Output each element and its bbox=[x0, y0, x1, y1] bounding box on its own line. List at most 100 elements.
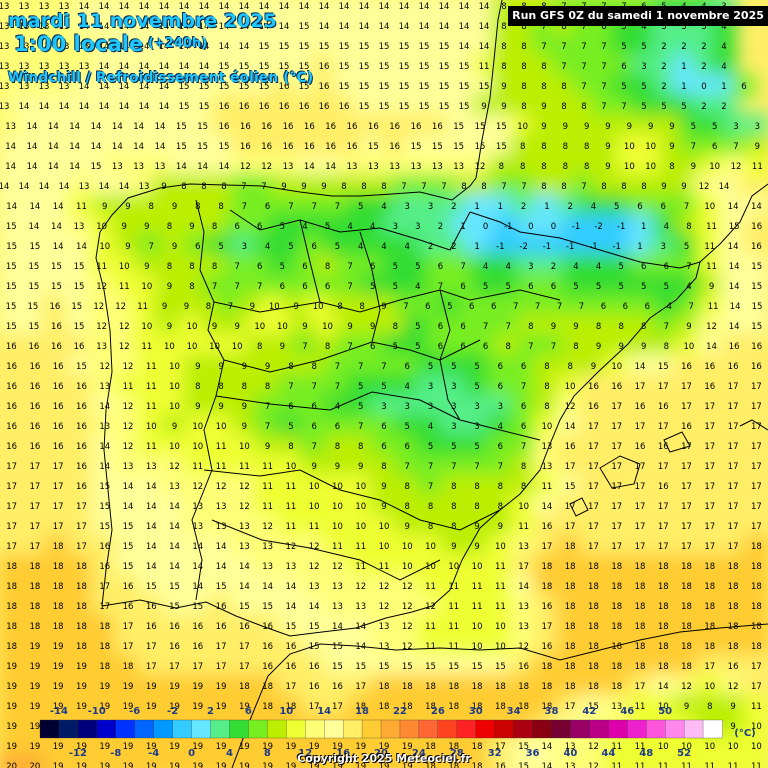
grid-value: 7 bbox=[335, 362, 340, 372]
grid-value: 1 bbox=[474, 202, 479, 212]
grid-value: 18 bbox=[681, 642, 692, 652]
legend-swatch bbox=[267, 719, 287, 739]
grid-value: 14 bbox=[53, 202, 64, 212]
grid-value: 11 bbox=[146, 362, 157, 372]
grid-value: 15 bbox=[123, 522, 134, 532]
grid-value: 18 bbox=[29, 602, 40, 612]
grid-value: 14 bbox=[299, 2, 310, 12]
grid-value: 6 bbox=[381, 422, 386, 432]
grid-value: 11 bbox=[425, 622, 436, 632]
grid-value: 8 bbox=[288, 362, 293, 372]
grid-value: 12 bbox=[169, 462, 180, 472]
grid-value: 13 bbox=[192, 502, 203, 512]
grid-value: 15 bbox=[74, 322, 85, 332]
grid-value: 18 bbox=[76, 622, 87, 632]
grid-value: 16 bbox=[588, 382, 599, 392]
grid-value: 16 bbox=[332, 682, 343, 692]
grid-value: 7 bbox=[551, 342, 556, 352]
grid-value: 8 bbox=[581, 102, 586, 112]
grid-value: 17 bbox=[728, 422, 739, 432]
grid-value: 12 bbox=[518, 642, 529, 652]
grid-value: 9 bbox=[641, 342, 646, 352]
grid-value: 14 bbox=[28, 222, 39, 232]
legend-swatch bbox=[437, 719, 458, 739]
grid-value: -1 bbox=[617, 222, 625, 232]
grid-value: 16 bbox=[99, 562, 110, 572]
grid-value: 11 bbox=[309, 522, 320, 532]
grid-value: 15 bbox=[399, 82, 410, 92]
grid-value: 9 bbox=[605, 122, 610, 132]
grid-value: 17 bbox=[239, 662, 250, 672]
grid-value: 15 bbox=[359, 82, 370, 92]
grid-value: 15 bbox=[419, 82, 430, 92]
grid-value: 14 bbox=[99, 402, 110, 412]
grid-value: 8 bbox=[601, 182, 606, 192]
grid-value: 18 bbox=[425, 742, 436, 752]
grid-value: 19 bbox=[123, 682, 134, 692]
grid-value: 9 bbox=[144, 222, 149, 232]
grid-value: 9 bbox=[669, 122, 674, 132]
grid-value: 2 bbox=[721, 102, 726, 112]
grid-value: 5 bbox=[641, 102, 646, 112]
grid-value: 18 bbox=[29, 582, 40, 592]
grid-value: 16 bbox=[28, 342, 39, 352]
grid-value: 4 bbox=[370, 222, 375, 232]
grid-value: 17 bbox=[681, 502, 692, 512]
grid-value: 14 bbox=[112, 122, 123, 132]
grid-value: 6 bbox=[405, 442, 410, 452]
grid-value: 10 bbox=[517, 122, 528, 132]
field-cell bbox=[211, 0, 237, 18]
grid-value: 10 bbox=[192, 442, 203, 452]
legend-swatch bbox=[134, 719, 155, 739]
grid-value: 5 bbox=[405, 422, 410, 432]
grid-value: 3 bbox=[451, 382, 456, 392]
grid-value: 12 bbox=[123, 402, 134, 412]
grid-value: 17 bbox=[635, 422, 646, 432]
field-cell bbox=[0, 134, 24, 158]
legend-swatch bbox=[683, 719, 704, 739]
grid-value: 11 bbox=[123, 382, 134, 392]
grid-value: 15 bbox=[309, 622, 320, 632]
grid-value: 7 bbox=[621, 102, 626, 112]
grid-value: 13 bbox=[0, 42, 9, 52]
grid-value: 13 bbox=[239, 542, 250, 552]
grid-value: 17 bbox=[6, 502, 17, 512]
grid-value: 17 bbox=[565, 462, 576, 472]
grid-value: 3 bbox=[428, 402, 433, 412]
grid-value: 19 bbox=[355, 742, 366, 752]
grid-value: 8 bbox=[481, 182, 486, 192]
grid-value: 18 bbox=[611, 642, 622, 652]
grid-value: 13 bbox=[155, 162, 166, 172]
grid-value: 6 bbox=[521, 422, 526, 432]
grid-value: 5 bbox=[618, 262, 623, 272]
grid-value: 10 bbox=[232, 342, 243, 352]
grid-value: 16 bbox=[347, 122, 358, 132]
field-cell bbox=[331, 0, 357, 18]
grid-value: 6 bbox=[641, 262, 646, 272]
grid-value: 14 bbox=[565, 422, 576, 432]
field-cell bbox=[744, 134, 768, 158]
grid-value: 17 bbox=[588, 442, 599, 452]
grid-value: 10 bbox=[704, 682, 715, 692]
grid-value: 10 bbox=[704, 202, 715, 212]
grid-value: 9 bbox=[474, 522, 479, 532]
grid-value: 7 bbox=[265, 402, 270, 412]
grid-value: 8 bbox=[206, 302, 211, 312]
grid-value: 8 bbox=[499, 162, 504, 172]
grid-value: 16 bbox=[285, 642, 296, 652]
grid-value: 9 bbox=[281, 182, 286, 192]
grid-value: 15 bbox=[399, 102, 410, 112]
grid-value: 15 bbox=[751, 322, 762, 332]
grid-value: 10 bbox=[645, 142, 656, 152]
field-cell bbox=[0, 154, 24, 178]
grid-value: 15 bbox=[425, 662, 436, 672]
grid-value: 8 bbox=[325, 342, 330, 352]
grid-value: 11 bbox=[379, 562, 390, 572]
grid-value: 9 bbox=[501, 82, 506, 92]
grid-value: 7 bbox=[428, 482, 433, 492]
grid-value: 9 bbox=[596, 342, 601, 352]
grid-value: 14 bbox=[729, 322, 740, 332]
grid-value: 8 bbox=[506, 342, 511, 352]
grid-value: 17 bbox=[704, 402, 715, 412]
field-cell bbox=[371, 0, 397, 18]
